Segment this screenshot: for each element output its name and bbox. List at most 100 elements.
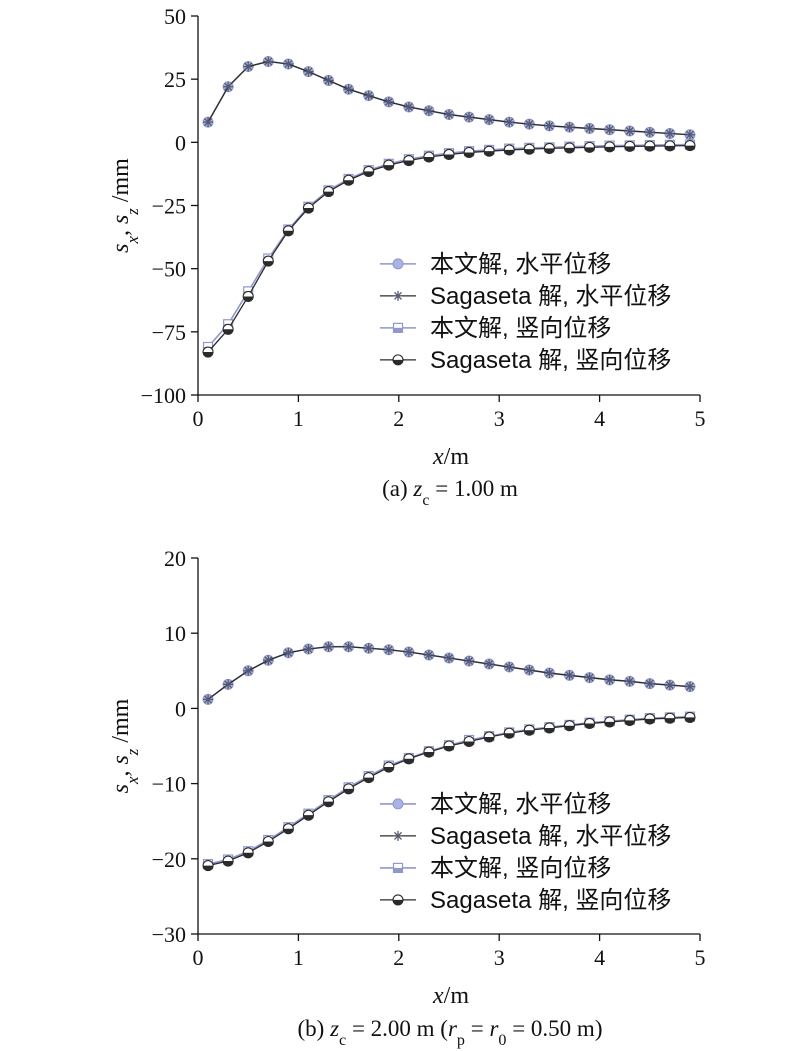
data-point: [383, 761, 395, 773]
x-tick-label: 1: [293, 406, 304, 431]
data-point: [222, 323, 234, 335]
series-3: [202, 140, 696, 358]
data-point: [564, 670, 575, 681]
data-point: [544, 120, 555, 131]
data-point: [323, 75, 334, 86]
data-point: [444, 653, 454, 664]
data-point: [463, 735, 475, 748]
data-point: [223, 679, 234, 690]
series-0: [202, 55, 696, 141]
data-point: [323, 641, 334, 652]
data-point: [503, 144, 515, 156]
chart-caption: (b) zc = 2.00 m (rp = r0 = 0.50 m): [298, 1016, 603, 1049]
y-tick-label: 50: [164, 4, 186, 29]
series-1: [203, 56, 695, 140]
data-point: [564, 122, 575, 133]
data-point: [262, 255, 274, 267]
data-point: [223, 81, 234, 92]
data-point: [563, 720, 576, 732]
legend-entry: 本文解, 水平位移: [430, 251, 611, 278]
legend-entry: Sagaseta 解, 水平位移: [430, 283, 671, 310]
y-tick-label: −30: [152, 922, 186, 947]
data-point: [443, 148, 455, 161]
data-point: [322, 186, 335, 198]
x-tick-label: 0: [193, 406, 204, 431]
data-point: [383, 644, 394, 655]
data-point: [262, 835, 274, 848]
series-0: [202, 641, 696, 705]
data-point: [624, 125, 635, 136]
data-point: [343, 783, 355, 795]
y-tick-label: 20: [164, 546, 186, 571]
data-point: [203, 117, 214, 128]
x-axis-label: x/m: [432, 983, 469, 1009]
data-point: [303, 643, 314, 654]
y-axis-label: sx, sz /mm: [108, 698, 142, 793]
series-3: [202, 711, 696, 872]
data-point: [383, 96, 394, 107]
data-point: [483, 145, 495, 157]
data-point: [243, 665, 254, 676]
data-point: [644, 140, 656, 152]
data-point: [483, 731, 495, 743]
data-point: [504, 662, 515, 673]
legend-marker: [392, 798, 404, 810]
data-point: [363, 772, 375, 784]
legend-entry: 本文解, 竖向位移: [430, 315, 611, 342]
data-point: [584, 672, 595, 683]
data-point: [644, 713, 656, 725]
legend-entry: 本文解, 竖向位移: [430, 855, 611, 882]
data-point: [664, 140, 676, 152]
data-point: [503, 727, 515, 739]
data-point: [423, 650, 434, 661]
x-tick-label: 0: [193, 945, 204, 970]
data-point: [684, 140, 696, 152]
legend-marker: [392, 258, 404, 270]
data-point: [343, 641, 354, 652]
legend-marker: [393, 290, 403, 301]
x-tick-label: 4: [594, 406, 605, 431]
data-point: [604, 124, 615, 135]
x-tick-label: 4: [594, 945, 605, 970]
y-tick-label: 10: [164, 621, 186, 646]
data-point: [322, 796, 335, 808]
data-point: [464, 656, 475, 667]
x-tick-label: 3: [494, 945, 505, 970]
data-point: [202, 346, 214, 358]
data-point: [604, 141, 616, 153]
data-point: [222, 855, 234, 867]
data-point: [484, 114, 495, 125]
data-point: [584, 717, 596, 729]
data-point: [644, 127, 655, 138]
data-point: [584, 141, 596, 153]
data-point: [403, 647, 414, 657]
data-point: [684, 711, 696, 723]
legend-marker: [393, 830, 403, 841]
data-point: [464, 112, 475, 123]
data-point: [302, 202, 314, 214]
data-point: [302, 809, 314, 821]
data-point: [242, 847, 254, 859]
data-point: [383, 159, 395, 171]
data-point: [684, 129, 695, 140]
data-point: [664, 712, 676, 724]
data-point: [283, 647, 294, 658]
legend-entry: Sagaseta 解, 竖向位移: [430, 347, 671, 374]
data-point: [283, 59, 294, 70]
series-1: [203, 641, 695, 705]
data-point: [423, 105, 434, 116]
data-point: [423, 746, 435, 758]
y-tick-label: 0: [175, 130, 186, 155]
y-tick-label: 0: [175, 696, 186, 721]
data-point: [463, 146, 475, 158]
data-point: [523, 143, 535, 155]
data-point: [363, 165, 375, 177]
data-point: [604, 716, 616, 728]
legend-marker: [392, 862, 404, 874]
data-point: [543, 722, 555, 734]
legend-entry: 本文解, 水平位移: [430, 791, 611, 818]
data-point: [524, 119, 535, 130]
